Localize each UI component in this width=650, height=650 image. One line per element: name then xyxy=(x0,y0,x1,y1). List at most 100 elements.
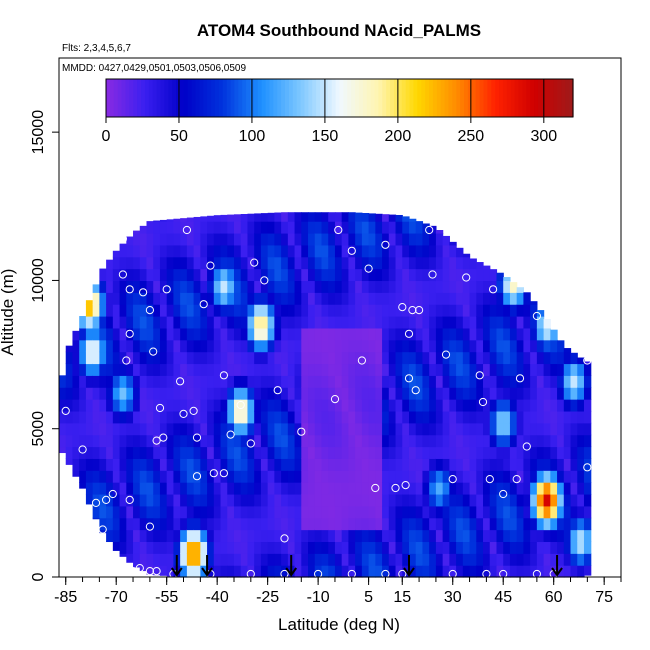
heatmap-cell xyxy=(321,493,329,507)
heatmap-cell xyxy=(543,446,551,459)
heatmap-cell xyxy=(139,422,148,436)
heatmap-cell xyxy=(287,470,296,483)
heatmap-cell xyxy=(301,422,309,436)
heatmap-cell xyxy=(483,422,491,436)
heatmap-cell xyxy=(341,221,350,234)
heatmap-cell xyxy=(254,434,262,448)
heatmap-cell xyxy=(85,410,94,424)
heatmap-cell xyxy=(233,493,242,507)
heatmap-cell xyxy=(233,399,242,412)
heatmap-cell xyxy=(247,565,255,578)
colorbar-segment xyxy=(444,79,450,117)
colorbar: 0 50 100 150 200 250 300 xyxy=(102,78,574,145)
colorbar-segment xyxy=(464,79,469,117)
heatmap-cell xyxy=(348,446,356,459)
heatmap-cell xyxy=(382,529,390,543)
heatmap-cell xyxy=(119,446,127,459)
heatmap-cell xyxy=(200,434,208,448)
observation-point xyxy=(149,347,158,356)
heatmap-cell xyxy=(456,470,464,483)
heatmap-cell xyxy=(442,316,450,329)
heatmap-cell xyxy=(341,339,350,353)
heatmap-cell xyxy=(281,375,289,388)
heatmap-cell xyxy=(375,339,383,353)
heatmap-cell xyxy=(530,529,538,543)
heatmap-cell xyxy=(483,529,491,543)
heatmap-cell xyxy=(382,221,390,234)
heatmap-cell xyxy=(240,505,249,519)
heatmap-cell xyxy=(536,458,545,471)
heatmap-cell xyxy=(509,399,518,412)
heatmap-cell xyxy=(220,214,228,222)
heatmap-cell xyxy=(119,422,127,436)
heatmap-cell xyxy=(449,529,457,543)
colorbar-segment xyxy=(537,79,543,117)
heatmap-cell xyxy=(308,351,316,365)
heatmap-cell xyxy=(126,351,134,365)
heatmap-cell xyxy=(260,351,269,365)
heatmap-cell xyxy=(536,565,545,578)
heatmap-cell xyxy=(361,446,370,459)
heatmap-cell xyxy=(415,292,424,305)
heatmap-cell xyxy=(267,399,275,412)
colorbar-segment xyxy=(203,79,208,117)
heatmap-cell xyxy=(462,387,471,400)
heatmap-cell xyxy=(456,399,464,412)
heatmap-cell xyxy=(476,387,484,400)
heatmap-cell xyxy=(166,232,175,246)
heatmap-cell xyxy=(213,292,222,305)
heatmap-cell xyxy=(348,529,356,543)
heatmap-cell xyxy=(456,280,464,293)
heatmap-cell xyxy=(220,351,228,365)
heatmap-cell xyxy=(489,387,498,400)
heatmap-cell xyxy=(328,256,336,270)
heatmap-cell xyxy=(213,434,222,448)
heatmap-cell xyxy=(368,292,376,305)
heatmap-cell xyxy=(321,410,329,424)
colorbar-segment xyxy=(491,79,496,117)
heatmap-cell xyxy=(321,517,329,531)
heatmap-cell xyxy=(159,458,168,471)
heatmap-cell xyxy=(456,363,464,376)
heatmap-cell xyxy=(449,304,457,317)
heatmap-cell xyxy=(516,363,525,376)
heatmap-cell xyxy=(200,482,208,495)
heatmap-cell xyxy=(523,470,531,483)
heatmap-cell xyxy=(213,232,222,246)
heatmap-cell xyxy=(193,458,201,471)
heatmap-cell xyxy=(503,277,511,282)
heatmap-cell xyxy=(227,458,235,471)
colorbar-tick-label: 200 xyxy=(385,128,412,145)
heatmap-cell xyxy=(267,363,275,376)
heatmap-cell xyxy=(375,244,383,258)
observation-point xyxy=(122,356,131,365)
heatmap-cell xyxy=(321,363,329,376)
heatmap-cell xyxy=(159,244,168,258)
heatmap-cell xyxy=(146,529,154,543)
heatmap-cell xyxy=(442,363,450,376)
heatmap-cell xyxy=(254,375,262,388)
heatmap-cell xyxy=(254,268,262,282)
heatmap-cell xyxy=(583,387,592,400)
heatmap-cell xyxy=(79,482,87,489)
heatmap-cell xyxy=(435,292,444,305)
heatmap-cell xyxy=(395,316,403,329)
heatmap-cell xyxy=(213,399,222,412)
heatmap-cell xyxy=(227,482,235,495)
heatmap-cell xyxy=(442,410,450,424)
heatmap-cell xyxy=(240,541,249,554)
heatmap-cell xyxy=(395,244,403,258)
heatmap-cell xyxy=(368,280,376,293)
heatmap-cell xyxy=(92,410,100,424)
heatmap-cell xyxy=(388,517,397,531)
heatmap-cell xyxy=(314,244,323,258)
heatmap-cell xyxy=(382,422,390,436)
observation-point xyxy=(192,472,202,481)
profile-arrow xyxy=(551,555,563,577)
heatmap-cell xyxy=(133,292,141,305)
heatmap-cell xyxy=(530,482,538,495)
heatmap-cell xyxy=(429,256,437,270)
heatmap-cell xyxy=(328,482,336,495)
heatmap-cell xyxy=(207,458,215,471)
heatmap-cell xyxy=(200,292,208,305)
